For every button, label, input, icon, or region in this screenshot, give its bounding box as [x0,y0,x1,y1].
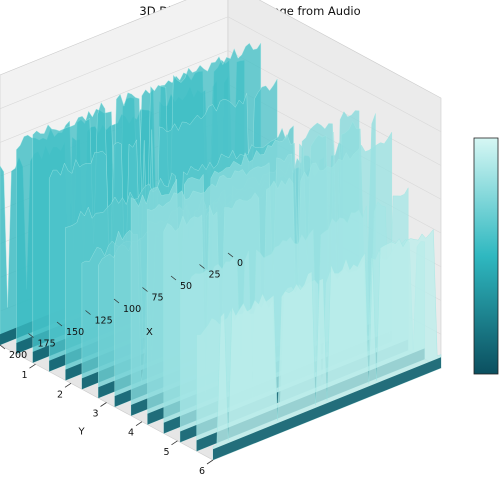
grid-line [0,50,229,143]
x-tick-label: 50 [180,281,192,292]
y-tick-mark [29,363,36,369]
y-tick-label: 5 [164,447,170,458]
grid-line [227,16,442,133]
y-axis: 1 2 3 4 5 6 [22,363,214,477]
y-tick-mark [100,402,107,407]
x-tick-label: 200 [9,350,27,361]
surface-base-band [213,357,441,460]
x-tick-mark [142,287,148,292]
y-tick-mark [206,459,214,465]
y-tick-label: 3 [93,409,99,420]
x-axis-label: X [146,327,153,338]
x-tick-mark [199,264,205,269]
colorbar [473,137,499,375]
x-tick-label: 150 [66,327,84,338]
x-tick-mark [113,298,120,304]
x-tick-mark [28,333,34,338]
surface-mesh [0,42,442,461]
y-tick-mark [135,421,143,426]
surface-ridge [212,228,442,461]
x-tick-mark [170,275,177,281]
y-tick-label: 1 [22,370,28,381]
x-tick-label: 125 [95,316,113,327]
x-axis: 0 25 50 75 100 125 150 175 200 [0,252,243,361]
grid-line [227,50,442,166]
y-tick-label: 6 [199,466,205,477]
y-axis-label: Y [78,427,86,438]
x-tick-mark [227,252,234,258]
y-tick-mark [171,440,178,446]
x-tick-label: 175 [38,339,56,350]
y-tick-mark [64,383,72,388]
x-tick-label: 75 [152,293,164,304]
x-tick-label: 0 [237,258,243,269]
x-tick-mark [56,321,63,327]
grid-line [0,16,229,110]
x-tick-mark [85,310,91,315]
x-tick-label: 100 [123,304,141,315]
x-tick-mark [0,344,6,350]
y-tick-label: 2 [57,389,63,400]
y-tick-label: 4 [128,428,134,439]
x-tick-label: 25 [209,270,221,281]
